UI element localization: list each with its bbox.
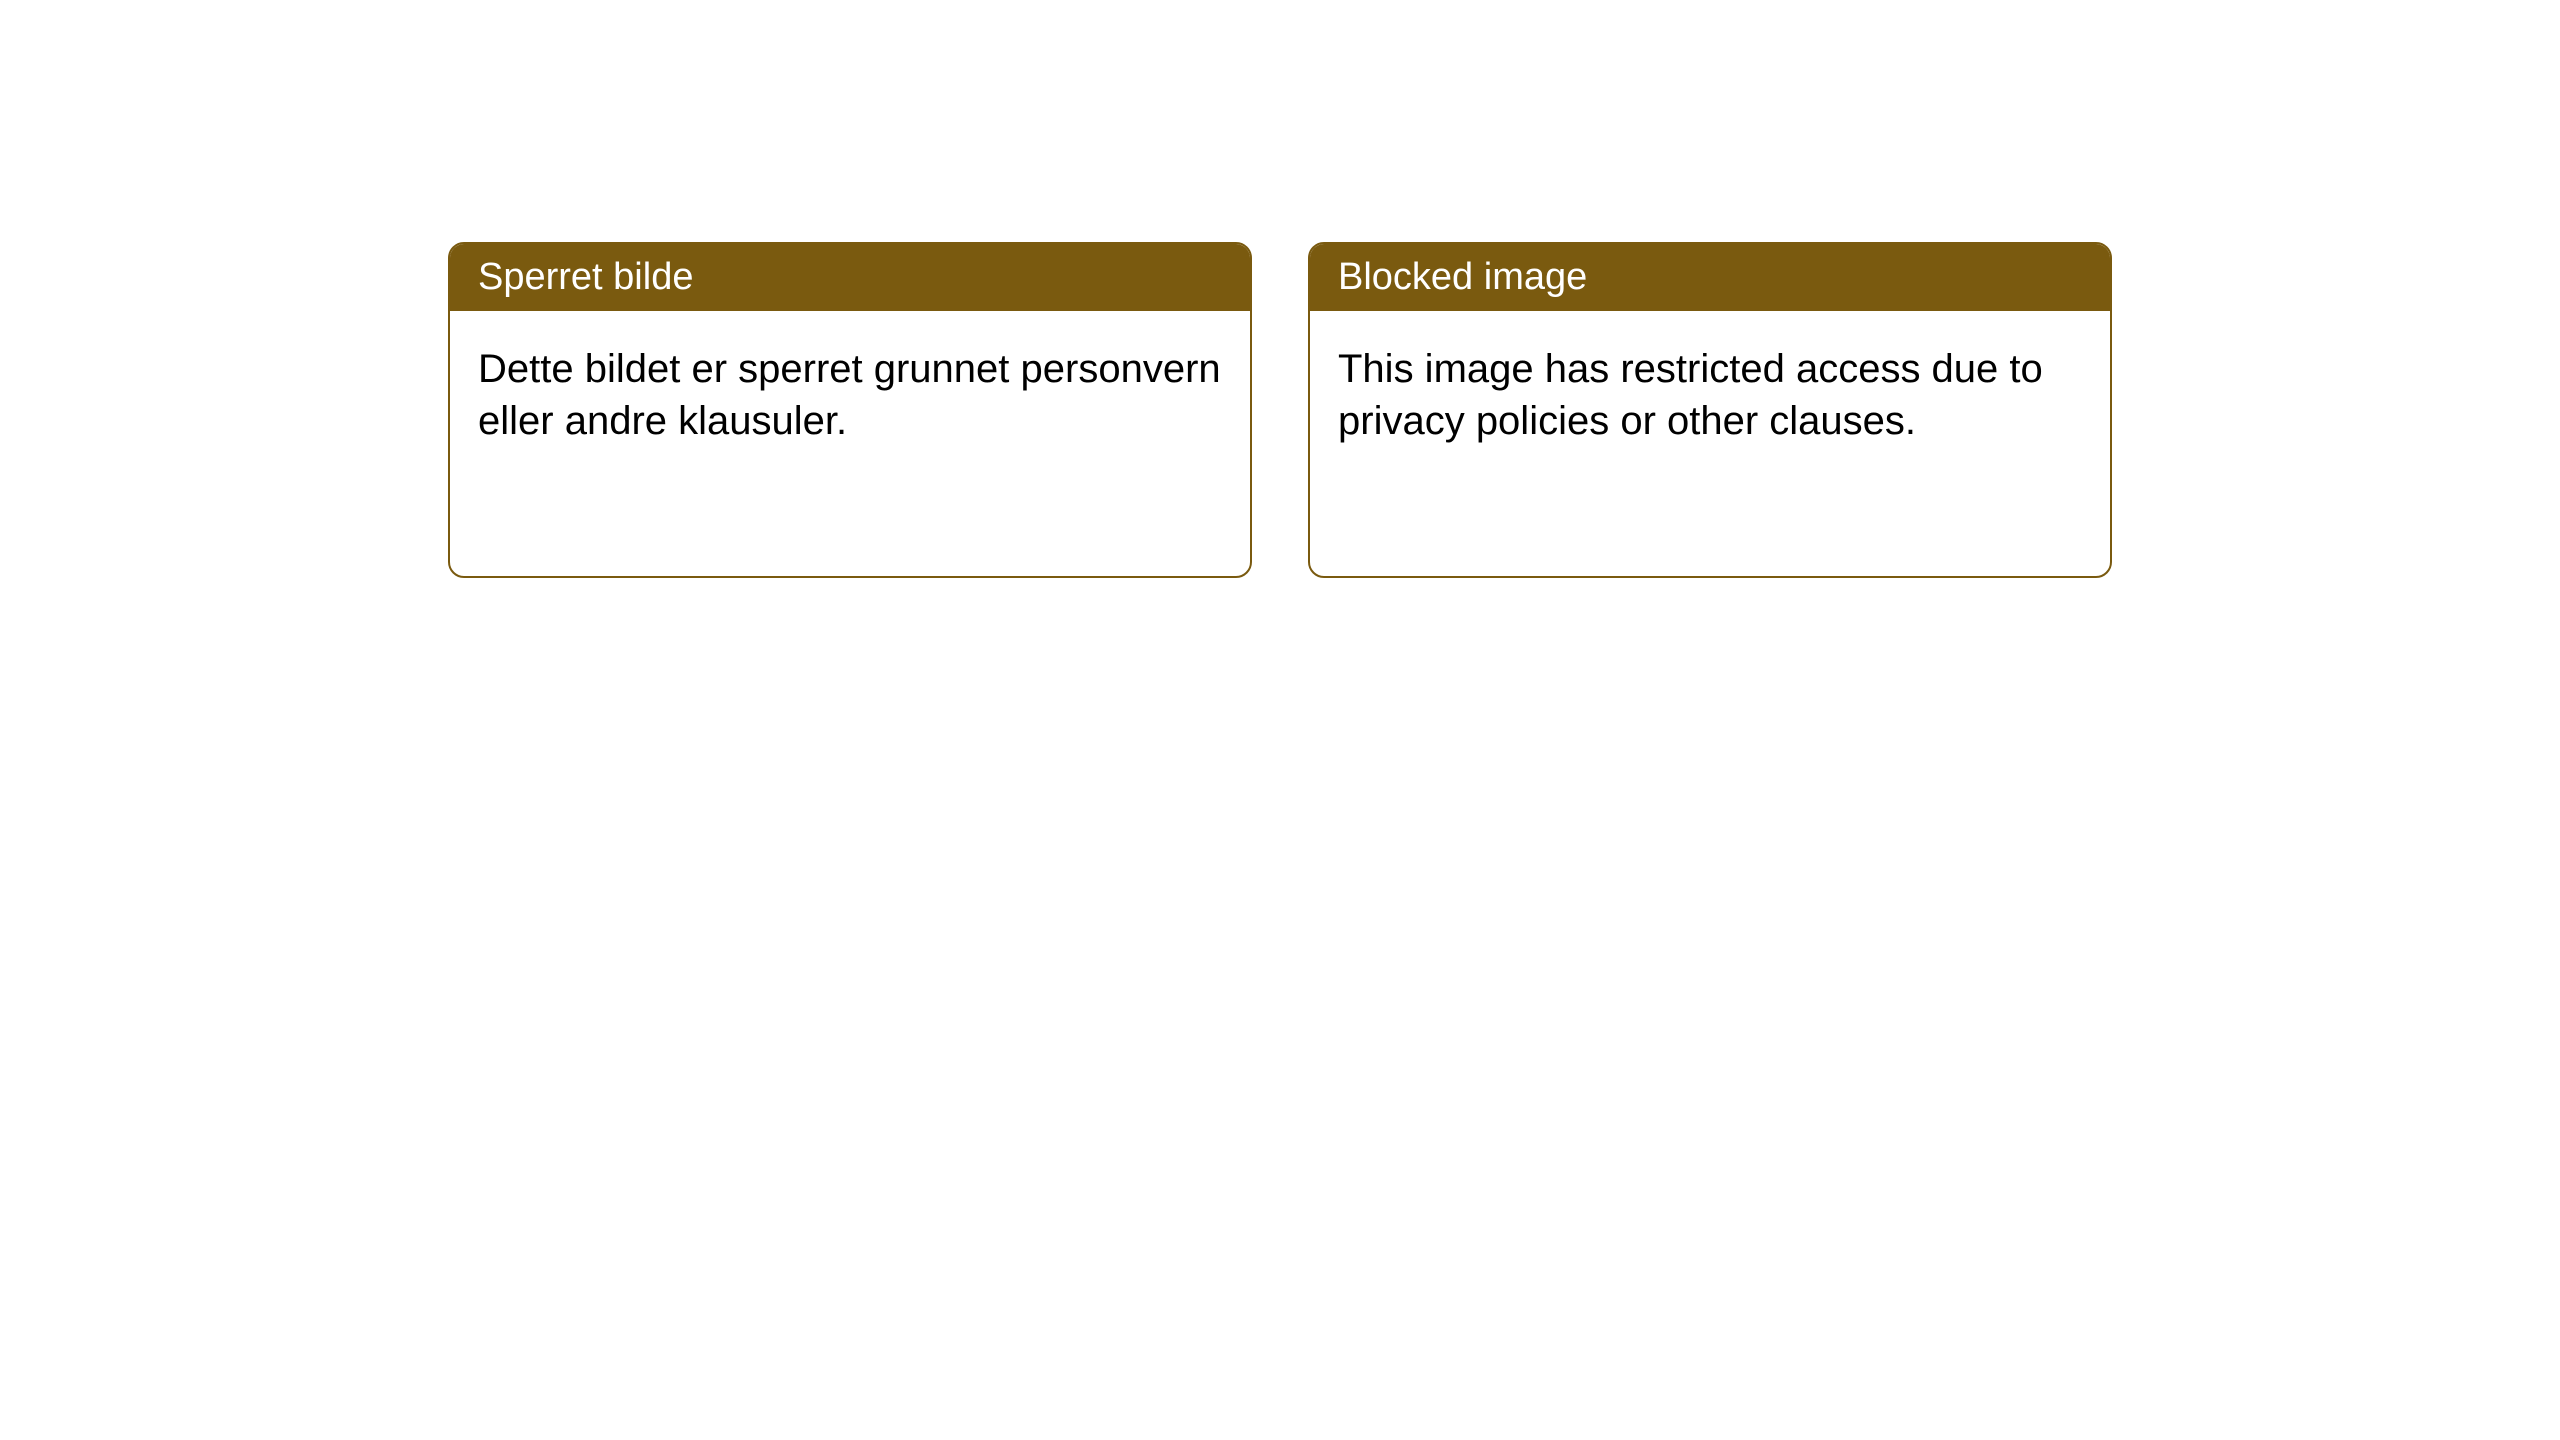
notice-container: Sperret bilde Dette bildet er sperret gr… [0, 0, 2560, 578]
blocked-image-card-norwegian: Sperret bilde Dette bildet er sperret gr… [448, 242, 1252, 578]
blocked-image-card-english: Blocked image This image has restricted … [1308, 242, 2112, 578]
card-title: Sperret bilde [450, 244, 1250, 311]
card-body-text: This image has restricted access due to … [1310, 311, 2110, 479]
card-body-text: Dette bildet er sperret grunnet personve… [450, 311, 1250, 479]
card-title: Blocked image [1310, 244, 2110, 311]
